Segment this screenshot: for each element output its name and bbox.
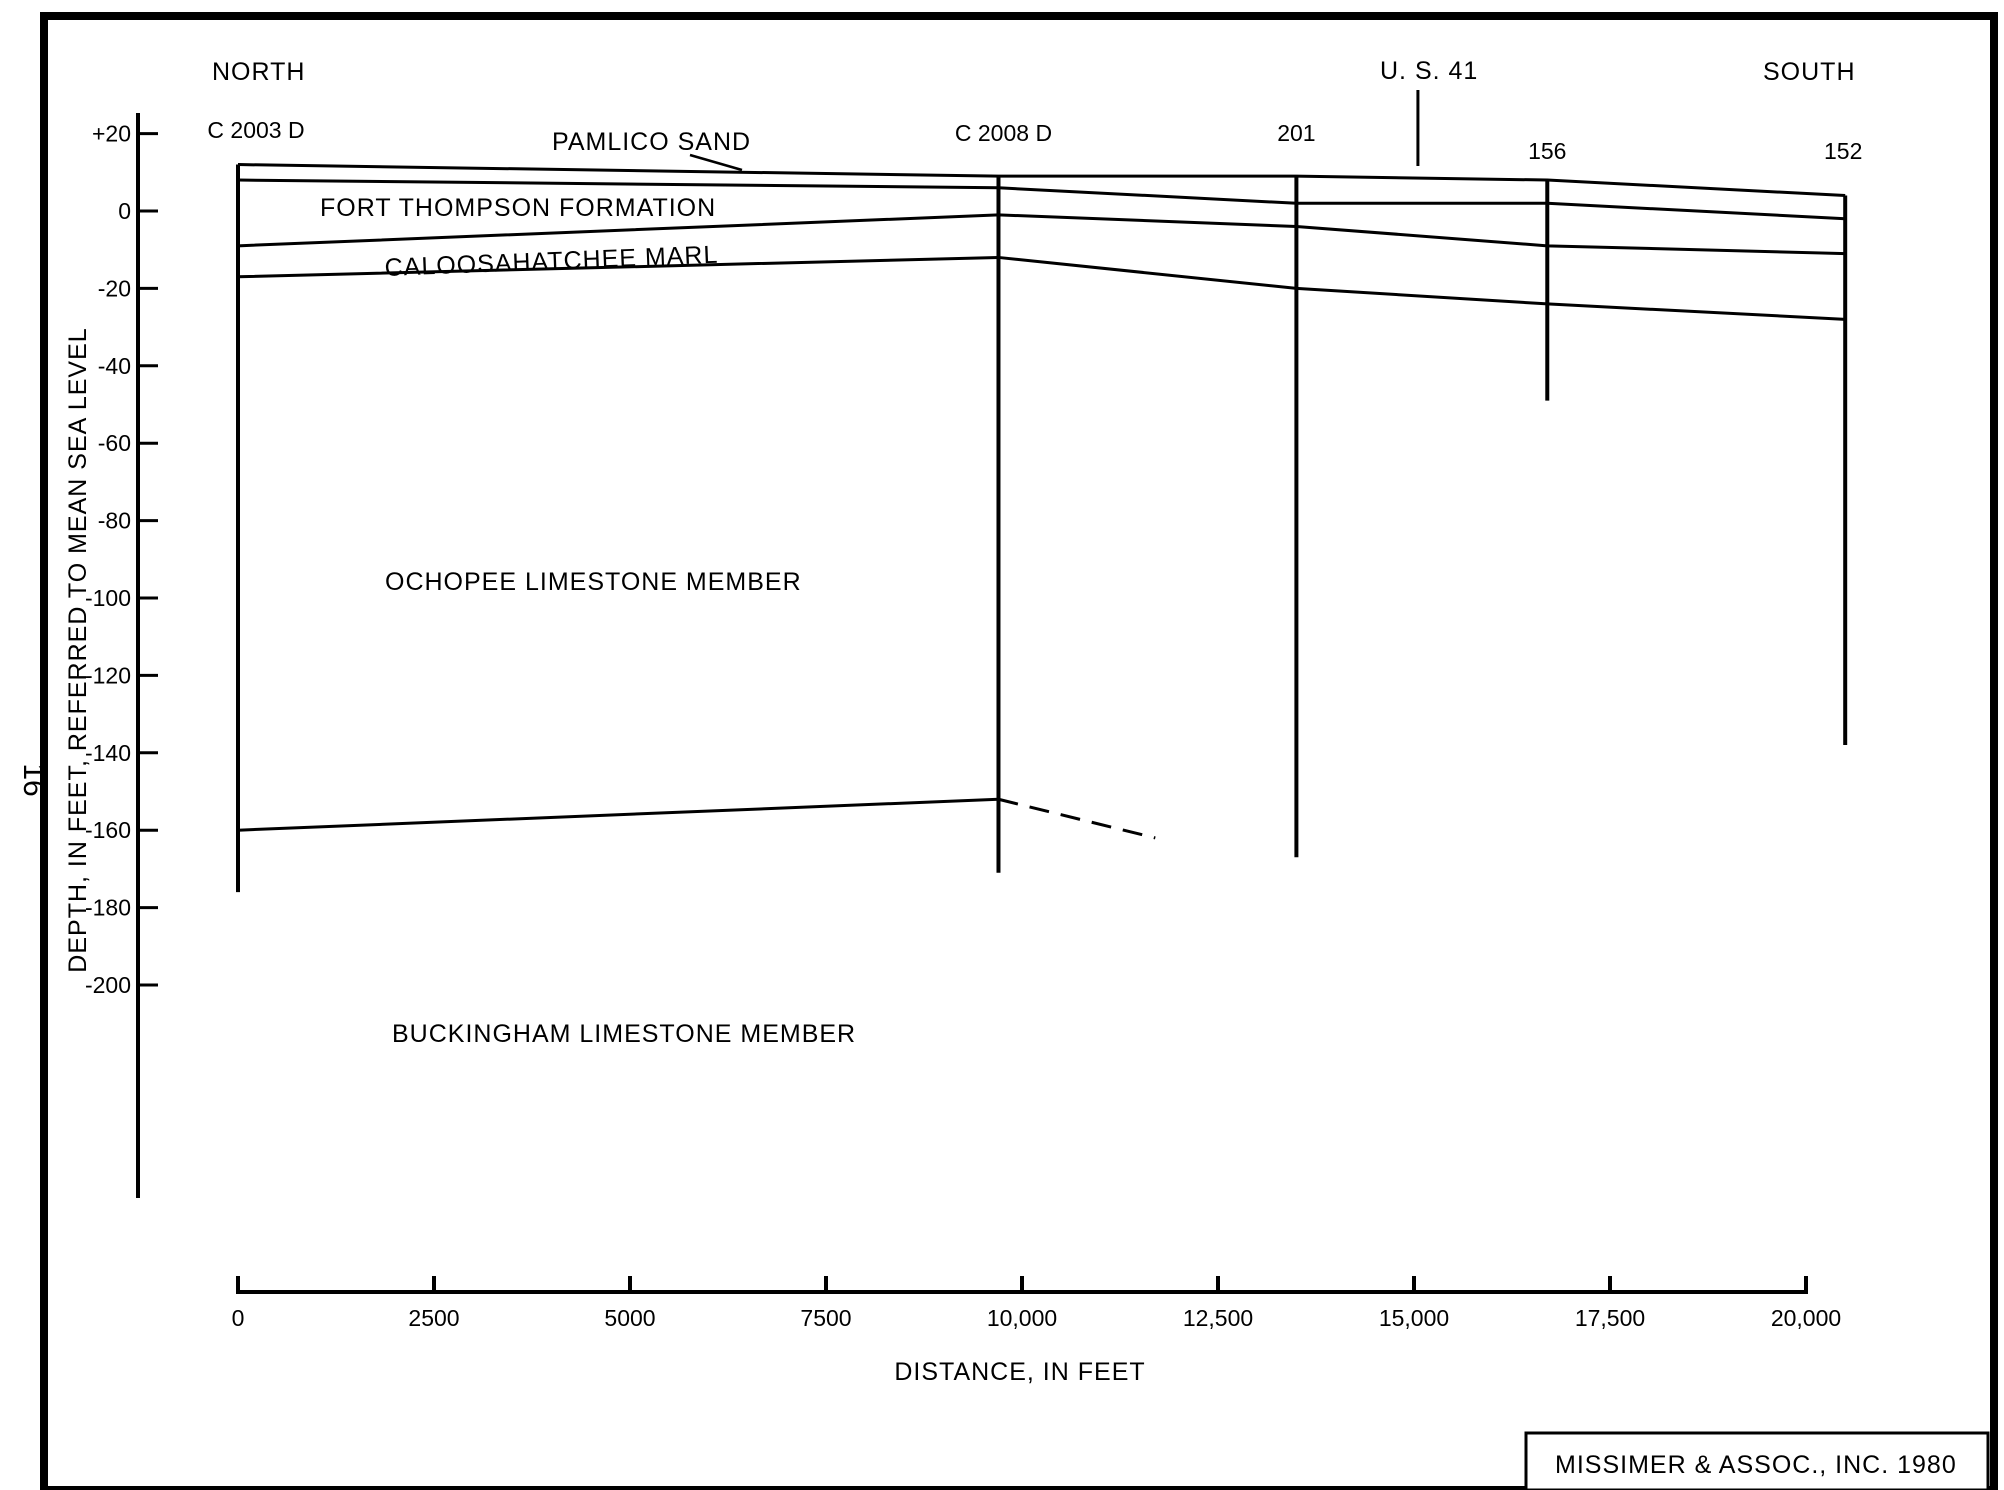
contact-line <box>237 797 999 832</box>
y-tick-label: -200 <box>85 972 131 998</box>
page-number: 16 <box>17 763 50 796</box>
y-ticks: +20 0 -20 -40 -60 -80 -100 -120 -140 -160 -180 -200 <box>85 121 158 998</box>
axes <box>136 113 1806 1294</box>
y-tick-label: -120 <box>85 662 131 688</box>
contact-line-inferred <box>998 797 1156 840</box>
page-frame <box>40 12 1998 1490</box>
x-tick-label: 2500 <box>408 1305 459 1331</box>
x-tick-label: 7500 <box>800 1305 851 1331</box>
unit-label-pamlico-sand: PAMLICO SAND <box>552 128 751 156</box>
x-tick-label: 15,000 <box>1379 1305 1449 1331</box>
unit-label-ochopee: OCHOPEE LIMESTONE MEMBER <box>385 568 802 596</box>
well-label: C 2008 D <box>955 120 1052 146</box>
y-tick-label: -180 <box>85 895 131 921</box>
x-tick-label: 20,000 <box>1771 1305 1841 1331</box>
y-tick-label: -40 <box>98 353 131 379</box>
unit-label-fort-thompson: FORT THOMPSON FORMATION <box>320 194 716 222</box>
credit-text: MISSIMER & ASSOC., INC. 1980 <box>1555 1451 1957 1479</box>
x-tick-label: 0 <box>232 1305 245 1331</box>
x-tick-label: 17,500 <box>1575 1305 1645 1331</box>
north-label: NORTH <box>212 58 305 86</box>
well-label: C 2003 D <box>207 117 304 143</box>
x-tick-label: 5000 <box>604 1305 655 1331</box>
y-tick-label: -20 <box>98 275 131 301</box>
well-label: 152 <box>1824 138 1862 164</box>
pamlico-leader-line <box>689 153 743 172</box>
x-tick-label: 12,500 <box>1183 1305 1253 1331</box>
wells: C 2003 D C 2008 D 201 156 152 <box>207 117 1862 893</box>
x-axis-label: DISTANCE, IN FEET <box>894 1358 1145 1386</box>
y-tick-label: -100 <box>85 585 131 611</box>
unit-label-buckingham: BUCKINGHAM LIMESTONE MEMBER <box>392 1020 856 1048</box>
y-tick-label: -60 <box>98 430 131 456</box>
y-tick-label: 0 <box>118 198 131 224</box>
y-tick-label: -160 <box>85 817 131 843</box>
y-tick-label: -80 <box>98 508 131 534</box>
y-tick-label: +20 <box>92 121 131 147</box>
x-tick-label: 10,000 <box>987 1305 1057 1331</box>
y-tick-label: -140 <box>85 740 131 766</box>
x-ticks: 0 2500 5000 7500 10,000 12,500 15,000 17,500 20,… <box>232 1276 1841 1331</box>
south-label: SOUTH <box>1763 58 1856 86</box>
y-axis-label: DEPTH, IN FEET, REFERRED TO MEAN SEA LEV… <box>64 327 92 972</box>
highway-label: U. S. 41 <box>1380 57 1478 85</box>
unit-label-caloosahatchee: CALOOSAHATCHEE MARL <box>384 241 719 282</box>
credit-box <box>1524 1431 1990 1490</box>
well-label: 156 <box>1528 138 1566 164</box>
well-label: 201 <box>1277 120 1315 146</box>
